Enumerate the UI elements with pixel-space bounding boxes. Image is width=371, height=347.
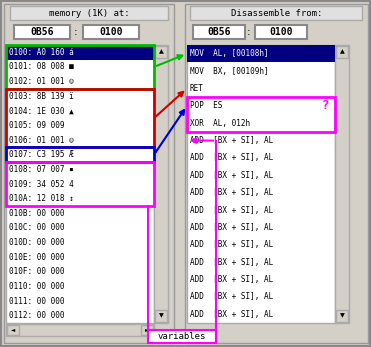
Text: ADD  [BX + SI], AL: ADD [BX + SI], AL (190, 310, 273, 319)
Text: ADD  [BX + SI], AL: ADD [BX + SI], AL (190, 258, 273, 267)
Bar (155, 310, 167, 322)
Text: memory (1K) at:: memory (1K) at: (49, 8, 129, 17)
Bar (335, 45, 349, 323)
Bar (187, 45, 335, 323)
Bar (6, 89, 154, 147)
Text: 0105: 09 009: 0105: 09 009 (9, 121, 69, 130)
Text: Disassemble from:: Disassemble from: (231, 8, 322, 17)
Text: ADD  [BX + SI], AL: ADD [BX + SI], AL (190, 205, 273, 214)
Text: 010A: 12 018 ↕: 010A: 12 018 ↕ (9, 194, 74, 203)
Text: :: : (247, 27, 251, 37)
Text: ►: ► (145, 328, 149, 332)
Bar (336, 46, 348, 58)
Bar (193, 25, 245, 39)
Text: 0B56: 0B56 (30, 27, 54, 37)
Bar (10, 6, 168, 20)
Bar (148, 330, 216, 343)
Text: 0101: 08 008 ■: 0101: 08 008 ■ (9, 62, 74, 71)
Text: 0106: 01 001 ☺: 0106: 01 001 ☺ (9, 136, 74, 145)
Bar (6, 324, 154, 336)
Text: 0109: 34 052 4: 0109: 34 052 4 (9, 179, 74, 188)
Text: :: : (74, 27, 78, 37)
Bar (187, 45, 335, 62)
Bar (190, 6, 362, 20)
Text: 0104: 1E 030 ▲: 0104: 1E 030 ▲ (9, 106, 74, 115)
Bar (141, 325, 153, 335)
Bar (14, 25, 70, 39)
Text: ADD  [BX + SI], AL: ADD [BX + SI], AL (190, 136, 273, 145)
Text: 010C: 00 000: 010C: 00 000 (9, 223, 69, 232)
Text: 0103: 8B 139 ï: 0103: 8B 139 ï (9, 92, 74, 101)
Text: ADD  [BX + SI], AL: ADD [BX + SI], AL (190, 153, 273, 162)
Bar (255, 25, 307, 39)
Bar (154, 45, 168, 323)
Text: 010E: 00 000: 010E: 00 000 (9, 253, 69, 262)
Text: POP  ES: POP ES (190, 101, 222, 110)
Text: ▲: ▲ (339, 50, 344, 54)
Text: ADD  [BX + SI], AL: ADD [BX + SI], AL (190, 293, 273, 302)
Bar (6, 45, 154, 60)
Text: 0100: 0100 (269, 27, 293, 37)
Text: 0112: 00 000: 0112: 00 000 (9, 311, 69, 320)
Bar (6, 45, 154, 89)
Text: ▼: ▼ (339, 313, 344, 319)
Text: ADD  [BX + SI], AL: ADD [BX + SI], AL (190, 171, 273, 180)
Text: ▼: ▼ (159, 313, 163, 319)
Bar (155, 46, 167, 58)
Text: MOV  BX, [00109h]: MOV BX, [00109h] (190, 67, 269, 76)
Text: 0100: A0 160 á: 0100: A0 160 á (9, 48, 74, 57)
Bar (4, 4, 174, 343)
Text: 0107: C3 195 Æ: 0107: C3 195 Æ (9, 150, 74, 159)
Text: 010F: 00 000: 010F: 00 000 (9, 267, 69, 276)
Text: ADD  [BX + SI], AL: ADD [BX + SI], AL (190, 223, 273, 232)
Bar (7, 325, 19, 335)
Text: ?: ? (321, 99, 329, 112)
Text: 0108: 07 007 ▪: 0108: 07 007 ▪ (9, 165, 74, 174)
Text: 0110: 00 000: 0110: 00 000 (9, 282, 69, 291)
Text: 010B: 00 000: 010B: 00 000 (9, 209, 69, 218)
Text: XOR  AL, 012h: XOR AL, 012h (190, 119, 250, 128)
Bar (185, 4, 368, 343)
Text: MOV  AL, [00108h]: MOV AL, [00108h] (190, 49, 269, 58)
Text: RET: RET (190, 84, 204, 93)
Bar (6, 147, 154, 162)
Text: 0102: 01 001 ☺: 0102: 01 001 ☺ (9, 77, 74, 86)
Text: ADD  [BX + SI], AL: ADD [BX + SI], AL (190, 240, 273, 249)
Bar (187, 97, 335, 132)
Text: ADD  [BX + SI], AL: ADD [BX + SI], AL (190, 275, 273, 284)
Text: 0111: 00 000: 0111: 00 000 (9, 297, 69, 306)
Bar (6, 162, 154, 206)
Text: 0100: 0100 (99, 27, 123, 37)
Bar (83, 25, 139, 39)
Bar (336, 310, 348, 322)
Bar (6, 45, 154, 323)
Text: ADD  [BX + SI], AL: ADD [BX + SI], AL (190, 188, 273, 197)
Text: variables: variables (158, 332, 206, 341)
Text: ◄: ◄ (11, 328, 15, 332)
Text: 0B56: 0B56 (207, 27, 231, 37)
Text: 010D: 00 000: 010D: 00 000 (9, 238, 69, 247)
Text: ▲: ▲ (159, 50, 163, 54)
